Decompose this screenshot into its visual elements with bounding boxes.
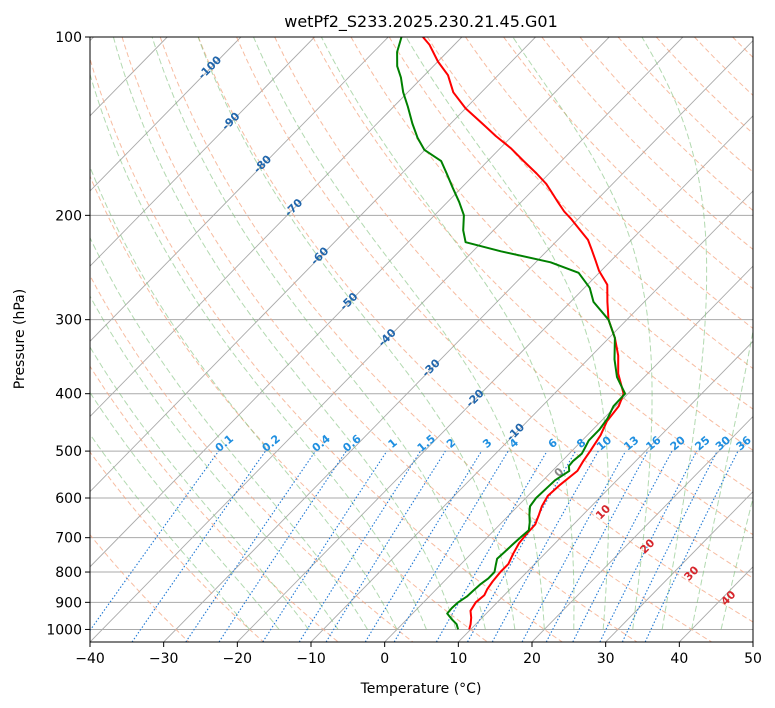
- moist-adiabat-line: [253, 37, 545, 630]
- isotherm-line: [458, 340, 753, 642]
- moist-adiabat-line: [691, 328, 753, 630]
- x-tick-label: 30: [597, 651, 615, 667]
- y-tick-label: 900: [55, 595, 82, 611]
- dry-adiabat-line: [90, 57, 563, 642]
- moist-adiabat-line: [90, 72, 427, 630]
- isotherm-line: [310, 190, 753, 642]
- x-tick-label: 40: [670, 651, 688, 667]
- mixing-ratio-line: [262, 450, 388, 642]
- profiles: [396, 37, 627, 630]
- isotherm-line: [237, 115, 753, 642]
- isotherm-line: [90, 37, 536, 493]
- moist-adiabat-line: [641, 37, 708, 630]
- dry-adiabat-line: [90, 451, 264, 642]
- moist-adiabat-line: [197, 37, 516, 630]
- moist-adiabat-line: [90, 165, 398, 630]
- mixing-ratio-line: [393, 450, 509, 642]
- x-tick-label: −30: [149, 651, 179, 667]
- plot-frame: [89, 36, 754, 643]
- x-tick-label: −10: [296, 651, 326, 667]
- mixing-ratio-line: [218, 450, 347, 642]
- mixing-ratio-line: [325, 450, 446, 642]
- moist-adiabat-line: [90, 391, 280, 630]
- isotherm-line: [531, 415, 753, 642]
- isotherm-line: [605, 491, 753, 642]
- x-tick-label: 10: [449, 651, 467, 667]
- mixing-ratio-line: [491, 450, 599, 642]
- isotherm-line: [163, 39, 753, 642]
- dry-adiabat-line: [159, 37, 712, 642]
- y-tick-label: 200: [55, 208, 82, 224]
- dry-adiabat-line: [465, 37, 753, 329]
- dry-adiabat-line: [274, 37, 753, 536]
- mixing-ratio-line: [545, 450, 649, 642]
- y-axis: 100 200 300 400 500 600 700 800 900 1000: [46, 30, 90, 638]
- isotherm-line: [90, 37, 315, 267]
- y-tick-label: 400: [55, 387, 82, 403]
- y-tick-label: 100: [55, 30, 82, 46]
- dry-adiabat-line: [350, 37, 753, 451]
- dry-adiabat-line: [121, 37, 638, 642]
- x-axis-label: Temperature (°C): [360, 681, 482, 697]
- x-tick-label: 0: [380, 651, 389, 667]
- dry-adiabat-line: [236, 37, 753, 579]
- mixing-ratio-line: [185, 450, 316, 642]
- y-tick-label: 1000: [46, 622, 82, 638]
- moist-adiabat-line: [90, 346, 309, 630]
- mixing-ratio-line: [131, 450, 266, 642]
- moist-adiabat-line: [90, 433, 250, 630]
- x-tick-label: −20: [223, 651, 253, 667]
- dry-adiabat-line: [503, 37, 753, 290]
- mixing-ratio-line: [364, 450, 483, 642]
- y-tick-label: 800: [55, 565, 82, 581]
- y-tick-label: 700: [55, 531, 82, 547]
- mixing-ratio-line: [521, 450, 627, 642]
- moist-adiabat-line: [151, 37, 486, 630]
- y-axis-label: Pressure (hPa): [12, 289, 28, 389]
- y-tick-label: 300: [55, 313, 82, 329]
- moist-adiabat-line: [112, 37, 457, 630]
- dry-adiabat-line: [90, 365, 339, 642]
- mixing-ratio-line: [644, 450, 739, 642]
- moist-adiabat-line: [405, 37, 610, 630]
- y-tick-label: 500: [55, 444, 82, 460]
- dewpoint-profile: [396, 37, 627, 630]
- dry-adiabat-line: [426, 37, 753, 370]
- dry-adiabat-line: [579, 37, 753, 212]
- moist-adiabat-line: [90, 236, 368, 630]
- chart-title: wetPf2_S233.2025.230.21.45.G01: [284, 12, 558, 32]
- x-tick-label: 50: [744, 651, 762, 667]
- isotherm-line: [90, 37, 242, 192]
- dry-adiabat-line: [197, 37, 753, 623]
- temperature-profile: [422, 37, 625, 630]
- x-tick-label: −40: [75, 651, 105, 667]
- mixing-ratio-line: [599, 450, 698, 642]
- isotherm-line: [384, 265, 753, 642]
- y-tick-label: 600: [55, 491, 82, 507]
- dry-adiabat-line: [388, 37, 753, 410]
- x-axis: −40 −30 −20 −10 0 10 20 30 40 50: [75, 642, 762, 667]
- isotherm-line: [90, 37, 463, 418]
- isotherm-line: [90, 37, 610, 568]
- moist-adiabat-line: [512, 37, 653, 630]
- dry-adiabat-line: [90, 533, 190, 642]
- dry-adiabat-line: [617, 37, 753, 173]
- x-tick-label: 20: [523, 651, 541, 667]
- background-lines: [90, 37, 753, 642]
- isotherm-line: [90, 37, 389, 342]
- isotherm-line: [90, 37, 684, 642]
- mixing-ratio-line: [572, 450, 673, 642]
- mixing-ratio-line: [298, 450, 422, 642]
- mixing-ratio-line: [90, 450, 220, 632]
